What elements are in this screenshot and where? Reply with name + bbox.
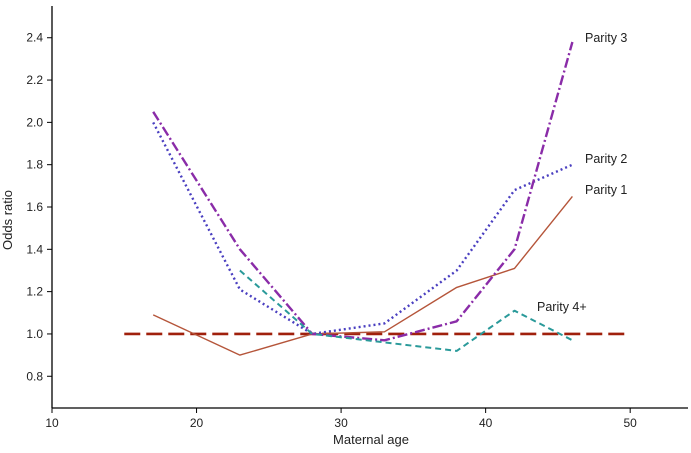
series-line-parity-1 <box>152 195 573 356</box>
y-tick-label: 2.2 <box>26 73 43 87</box>
y-tick-label: 1.4 <box>26 242 43 256</box>
y-tick-label: 2.0 <box>26 115 43 129</box>
x-tick-label: 10 <box>45 416 59 430</box>
y-axis-title: Odds ratio <box>0 190 15 250</box>
y-tick-label: 1.8 <box>26 158 43 172</box>
y-tick-label: 2.4 <box>26 31 43 45</box>
x-tick-label: 20 <box>190 416 204 430</box>
series-line-parity-2 <box>152 121 573 336</box>
series-line-parity-3 <box>152 41 574 342</box>
y-tick-label: 0.8 <box>26 369 43 383</box>
series-label-parity-1: Parity 1 <box>585 183 627 197</box>
axes: 10 20 30 40 50 0.8 1.0 1.2 1.4 1.6 1.8 2.0 2.2 2.4 <box>26 6 688 430</box>
series-label-parity-3: Parity 3 <box>585 31 627 45</box>
y-tick-label: 1.2 <box>26 285 43 299</box>
x-tick-label: 30 <box>334 416 348 430</box>
x-tick-label: 40 <box>479 416 493 430</box>
series-labels: Parity 1 Parity 2 Parity 3 Parity 4+ <box>537 31 627 314</box>
y-tick-label: 1.0 <box>26 327 43 341</box>
series-group <box>152 41 574 356</box>
x-tick-label: 50 <box>624 416 638 430</box>
series-label-parity-4: Parity 4+ <box>537 300 587 314</box>
x-axis-title: Maternal age <box>333 432 409 447</box>
series-label-parity-2: Parity 2 <box>585 152 627 166</box>
series-line-parity-4 <box>239 269 573 352</box>
y-tick-label: 1.6 <box>26 200 43 214</box>
